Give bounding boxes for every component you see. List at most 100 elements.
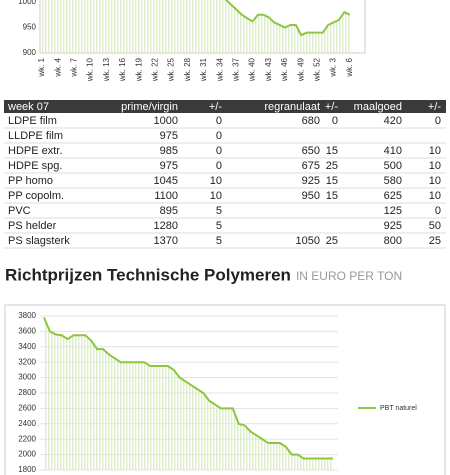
table-cell: 15 xyxy=(326,145,338,157)
table-header: +/- xyxy=(325,101,338,113)
table-cell: 975 xyxy=(160,160,178,172)
table-cell: PP homo xyxy=(8,175,53,187)
line xyxy=(224,0,351,37)
table-cell: 580 xyxy=(384,175,402,187)
table-cell: 10 xyxy=(210,175,222,187)
y-tick-label: 2200 xyxy=(18,434,36,443)
table-cell: HDPE extr. xyxy=(8,145,62,157)
table-cell: PS slagsterk xyxy=(8,235,70,247)
table-cell: 0 xyxy=(332,115,338,127)
table-cell: 680 xyxy=(302,115,320,127)
y-tick-label: 950 xyxy=(23,23,37,32)
table-cell: PP copolm. xyxy=(8,190,64,202)
table-cell: 0 xyxy=(435,205,441,217)
table-header: prime/virgin xyxy=(121,101,178,113)
table-cell: 985 xyxy=(160,145,178,157)
table-cell: 5 xyxy=(216,235,222,247)
table-cell: 420 xyxy=(384,115,402,127)
line xyxy=(43,317,334,460)
table-cell: LLDPE film xyxy=(8,130,63,142)
y-tick-label: 3200 xyxy=(18,357,36,366)
y-tick-label: 900 xyxy=(23,48,37,57)
table-cell: 895 xyxy=(160,205,178,217)
x-tick-label: wk. 25 xyxy=(167,57,176,82)
table-cell: HDPE spg. xyxy=(8,160,62,172)
plot xyxy=(42,0,351,53)
legend-label: PBT naturel xyxy=(380,405,417,412)
area xyxy=(44,317,334,470)
table-header: +/- xyxy=(428,101,441,113)
x-tick-label: wk. 1 xyxy=(37,57,46,77)
table-cell: 0 xyxy=(216,160,222,172)
table-cell: 0 xyxy=(216,145,222,157)
x-tick-label: wk. 28 xyxy=(183,57,192,82)
table-cell: 0 xyxy=(216,130,222,142)
y-tick-label: 2400 xyxy=(18,419,36,428)
table-cell: 0 xyxy=(435,115,441,127)
section-title: Richtprijzen Technische Polymeren xyxy=(5,265,291,284)
table-cell: 25 xyxy=(326,235,338,247)
table-cell: 1000 xyxy=(154,115,178,127)
table-header: week 07 xyxy=(7,101,49,113)
table-header: +/- xyxy=(209,101,222,113)
x-tick-label: wk. 37 xyxy=(232,57,241,82)
x-tick-label: wk. 22 xyxy=(151,57,160,82)
table-cell: 800 xyxy=(384,235,402,247)
x-tick-label: wk. 40 xyxy=(248,57,257,82)
table-cell: 625 xyxy=(384,190,402,202)
table-cell: 1045 xyxy=(154,175,178,187)
table-cell: 1280 xyxy=(154,220,178,232)
table-cell: 10 xyxy=(429,175,441,187)
bottom-chart-frame xyxy=(4,304,446,475)
table-cell: 1100 xyxy=(154,190,178,202)
table-cell: 25 xyxy=(429,235,441,247)
table-header: maalgoed xyxy=(354,101,402,113)
table-cell: 500 xyxy=(384,160,402,172)
x-tick-label: wk. 16 xyxy=(118,57,127,82)
table-cell: 1050 xyxy=(296,235,320,247)
table-cell: 10 xyxy=(210,190,222,202)
y-tick-label: 3800 xyxy=(18,311,36,320)
y-tick-label: 2000 xyxy=(18,450,36,459)
x-tick-label: wk. 10 xyxy=(86,57,95,82)
x-tick-label: wk. 52 xyxy=(313,57,322,82)
x-tick-label: wk. 31 xyxy=(199,57,208,82)
table-cell: 950 xyxy=(302,190,320,202)
table-cell: 675 xyxy=(302,160,320,172)
table-cell: 925 xyxy=(302,175,320,187)
y-tick-label: 2800 xyxy=(18,388,36,397)
table-cell: 125 xyxy=(384,205,402,217)
table-cell: 25 xyxy=(326,160,338,172)
x-tick-label: wk. 4 xyxy=(53,57,62,77)
y-tick-label: 1800 xyxy=(18,465,36,474)
area xyxy=(42,0,350,53)
table-cell: 15 xyxy=(326,175,338,187)
table-cell: 925 xyxy=(384,220,402,232)
table-cell: 50 xyxy=(429,220,441,232)
table-header-bg xyxy=(4,100,446,113)
section-subtitle: IN EURO PER TON xyxy=(296,269,402,283)
table-cell: 0 xyxy=(216,115,222,127)
table-cell: 10 xyxy=(429,160,441,172)
y-tick-label: 1000 xyxy=(18,0,36,6)
table-cell: LDPE film xyxy=(8,115,57,127)
table-header: regranulaat xyxy=(264,101,320,113)
x-tick-label: wk. 46 xyxy=(280,57,289,82)
y-tick-label: 3000 xyxy=(18,373,36,382)
y-tick-label: 2600 xyxy=(18,404,36,413)
table-cell: 410 xyxy=(384,145,402,157)
table-cell: 975 xyxy=(160,130,178,142)
x-tick-label: wk. 49 xyxy=(296,57,305,82)
y-tick-label: 3600 xyxy=(18,327,36,336)
x-tick-label: wk. 19 xyxy=(134,57,143,82)
x-tick-label: wk. 7 xyxy=(70,57,79,77)
table-cell: 10 xyxy=(429,145,441,157)
plot xyxy=(43,317,334,470)
table-cell: PVC xyxy=(8,205,31,217)
table-cell: 650 xyxy=(302,145,320,157)
table-cell: 5 xyxy=(216,220,222,232)
x-tick-label: wk. 34 xyxy=(215,57,224,82)
x-tick-label: wk. 13 xyxy=(102,57,111,82)
table-cell: 5 xyxy=(216,205,222,217)
x-tick-label: wk. 43 xyxy=(264,57,273,82)
